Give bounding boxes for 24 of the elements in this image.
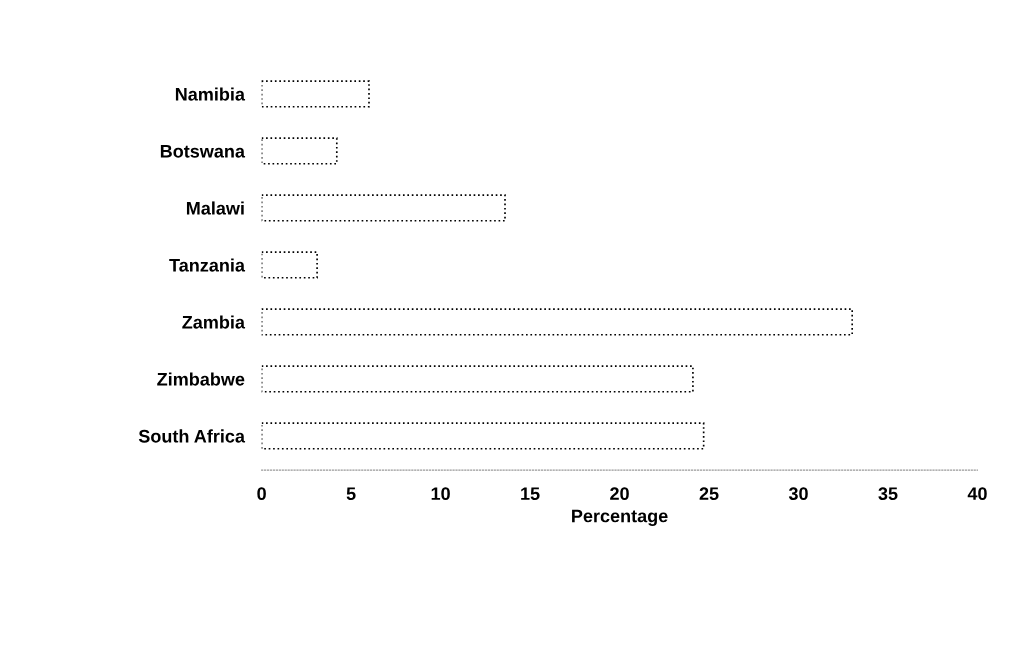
bar [261, 422, 705, 450]
y-tick-label: Tanzania [169, 258, 246, 272]
y-tick-label: Zambia [182, 315, 246, 329]
x-tick-label: 40 [967, 487, 987, 501]
x-tick-label: 20 [610, 487, 629, 501]
y-tick-label: South Africa [138, 429, 246, 443]
x-tick-label: 25 [699, 487, 719, 501]
x-axis-title: Percentage [572, 509, 668, 526]
bar [261, 308, 854, 336]
bar [261, 194, 506, 222]
x-tick-label: 15 [521, 487, 540, 501]
y-tick-label: Namibia [175, 87, 246, 101]
x-tick-label: 30 [788, 487, 808, 501]
x-tick-label: 10 [431, 487, 450, 501]
x-tick-label: 0 [257, 487, 266, 501]
y-tick-label: Malawi [186, 201, 244, 215]
bar [261, 251, 318, 279]
bar [261, 80, 370, 108]
y-tick-label: Zimbabwe [157, 372, 245, 386]
x-tick-label: 5 [346, 487, 356, 501]
x-tick-label: 35 [878, 487, 898, 501]
bar [261, 137, 338, 165]
bar [261, 365, 694, 393]
y-tick-label: Botswana [160, 145, 246, 158]
